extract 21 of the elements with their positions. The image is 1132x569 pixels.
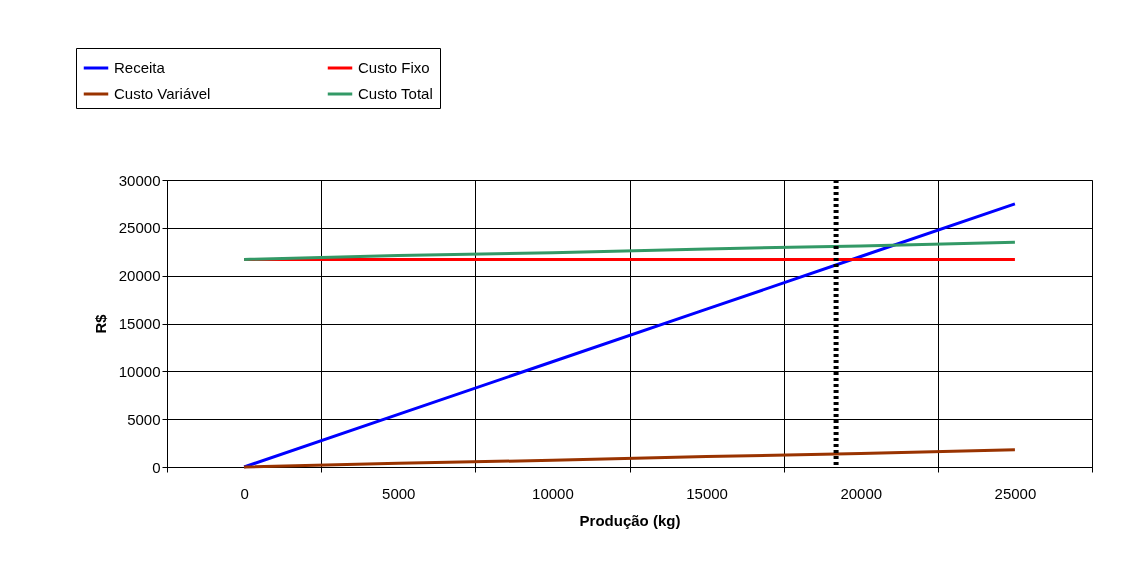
line-series xyxy=(242,240,1017,261)
legend-label: Custo Total xyxy=(358,85,433,102)
y-tick-label: 25000 xyxy=(118,219,161,237)
x-tick-label: 5000 xyxy=(382,484,416,502)
line-series xyxy=(242,448,1017,469)
y-tick-label: 0 xyxy=(152,458,161,476)
legend-label: Custo Variável xyxy=(114,85,211,102)
y-axis-title: R$ xyxy=(91,313,109,334)
legend-label: Custo Fixo xyxy=(358,59,430,76)
x-tick-label: 15000 xyxy=(686,484,728,502)
y-tick-label: 10000 xyxy=(118,362,161,380)
y-tick-label: 20000 xyxy=(118,267,161,285)
x-tick-label: 20000 xyxy=(840,484,883,502)
x-axis-title: Produção (kg) xyxy=(579,511,681,529)
y-tick-label: 15000 xyxy=(118,315,161,332)
x-tick-label: 0 xyxy=(240,484,249,502)
x-tick-label: 10000 xyxy=(532,484,574,502)
x-tick-label: 25000 xyxy=(994,484,1037,502)
y-tick-label: 30000 xyxy=(118,171,161,189)
y-tick-label: 5000 xyxy=(127,410,161,428)
legend-label: Receita xyxy=(114,59,166,76)
